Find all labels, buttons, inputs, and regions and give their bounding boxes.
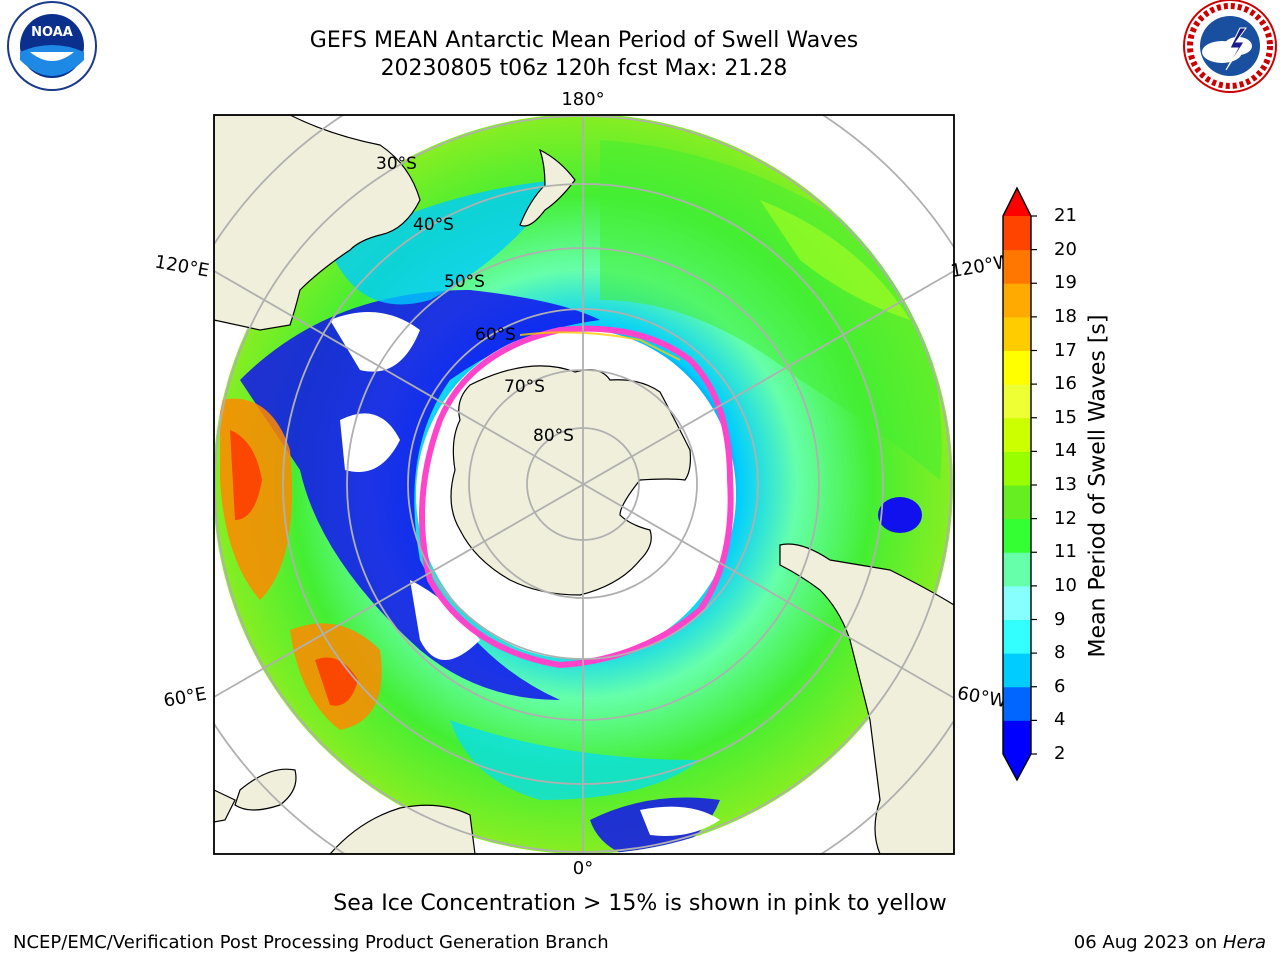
colorbar-block bbox=[1003, 384, 1031, 419]
colorbar-block bbox=[1003, 485, 1031, 520]
colorbar-tick-label: 10 bbox=[1054, 574, 1077, 596]
colorbar-tick-label: 6 bbox=[1054, 675, 1066, 697]
lon-label-60e: 60°E bbox=[162, 683, 208, 711]
antarctica bbox=[450, 365, 692, 596]
colorbar-block bbox=[1003, 451, 1031, 486]
colorbar-block bbox=[1003, 283, 1031, 318]
lon-label-180: 180° bbox=[561, 89, 604, 110]
nws-logo bbox=[1183, 0, 1277, 93]
footer-date-text: 06 Aug 2023 on bbox=[1073, 932, 1223, 953]
south-america bbox=[779, 543, 954, 854]
colorbar-block bbox=[1003, 552, 1031, 587]
colorbar-block bbox=[1003, 585, 1031, 620]
colorbar-tick-label: 20 bbox=[1054, 238, 1077, 260]
colorbar-tick-label: 18 bbox=[1054, 305, 1077, 327]
lon-label-120e: 120°E bbox=[153, 251, 211, 281]
map-frame bbox=[213, 114, 955, 855]
lon-label-60w: 60°W bbox=[956, 683, 1009, 712]
colorbar-block bbox=[1003, 417, 1031, 452]
noaa-logo-text: NOAA bbox=[31, 25, 73, 40]
colorbar-tick-label: 16 bbox=[1054, 373, 1077, 395]
lat-label-80s: 80°S bbox=[533, 426, 574, 446]
footer-date: 06 Aug 2023 on Hera bbox=[1074, 932, 1266, 953]
colorbar-tick-label: 12 bbox=[1054, 507, 1077, 529]
colorbar bbox=[1002, 186, 1037, 782]
sea-ice-edge bbox=[419, 325, 734, 669]
land-masses bbox=[214, 115, 954, 854]
colorbar-block bbox=[1003, 518, 1031, 553]
lat-label-30s: 30°S bbox=[376, 154, 417, 174]
colorbar-block bbox=[1003, 216, 1031, 251]
footer-machine: Hera bbox=[1222, 932, 1266, 953]
sea-ice-note: Sea Ice Concentration > 15% is shown in … bbox=[333, 891, 947, 916]
colorbar-tick-label: 15 bbox=[1054, 406, 1077, 428]
colorbar-tick-label: 4 bbox=[1054, 709, 1066, 731]
australia bbox=[214, 115, 421, 331]
chart-subtitle: 20230805 t06z 120h fcst Max: 21.28 bbox=[380, 56, 788, 81]
footer-credit: NCEP/EMC/Verification Post Processing Pr… bbox=[13, 932, 609, 953]
lat-label-60s: 60°S bbox=[475, 325, 516, 345]
colorbar-tick-label: 2 bbox=[1054, 743, 1066, 764]
colorbar-blocks bbox=[1003, 216, 1031, 755]
colorbar-tick-label: 21 bbox=[1054, 205, 1077, 226]
graticule bbox=[214, 115, 954, 854]
colorbar-tick-label: 8 bbox=[1054, 642, 1066, 664]
colorbar-block bbox=[1003, 249, 1031, 284]
colorbar-block bbox=[1003, 720, 1031, 755]
colorbar-tick-label: 9 bbox=[1054, 608, 1066, 630]
colorbar-tick-label: 11 bbox=[1054, 541, 1077, 563]
colorbar-under-triangle bbox=[1003, 754, 1031, 780]
noaa-logo: NOAA bbox=[7, 1, 97, 91]
africa bbox=[329, 804, 476, 854]
colorbar-tick-label: 17 bbox=[1054, 339, 1077, 361]
colorbar-tick-label: 13 bbox=[1054, 474, 1077, 495]
colorbar-block bbox=[1003, 350, 1031, 385]
colorbar-block bbox=[1003, 653, 1031, 688]
colorbar-block bbox=[1003, 619, 1031, 654]
colorbar-block bbox=[1003, 316, 1031, 351]
land-fragment bbox=[214, 789, 236, 823]
lat-label-40s: 40°S bbox=[413, 215, 454, 235]
lat-label-70s: 70°S bbox=[504, 377, 545, 397]
colorbar-tick-label: 19 bbox=[1054, 272, 1077, 294]
lon-label-0: 0° bbox=[573, 858, 593, 879]
colorbar-tick-label: 14 bbox=[1054, 440, 1077, 462]
chart-title: GEFS MEAN Antarctic Mean Period of Swell… bbox=[309, 28, 859, 53]
colorbar-over-triangle bbox=[1003, 188, 1031, 216]
lat-label-50s: 50°S bbox=[444, 272, 485, 292]
new-zealand bbox=[519, 148, 576, 227]
colorbar-block bbox=[1003, 686, 1031, 721]
